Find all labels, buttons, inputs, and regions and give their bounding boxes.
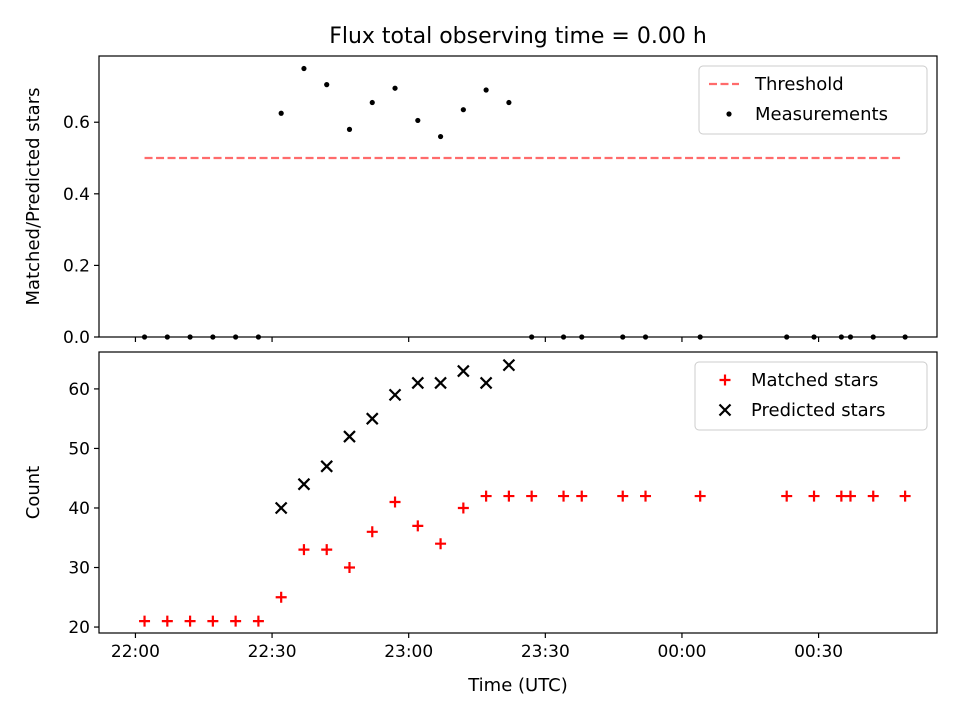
x-tick-label: 00:30 bbox=[794, 642, 843, 662]
data-point bbox=[640, 490, 652, 502]
data-point bbox=[483, 87, 489, 93]
legend-box bbox=[694, 361, 928, 431]
data-point bbox=[415, 117, 421, 124]
data-point bbox=[343, 562, 355, 574]
data-point bbox=[503, 490, 515, 502]
data-point bbox=[139, 615, 151, 627]
data-point bbox=[617, 490, 629, 502]
data-point bbox=[412, 520, 424, 532]
data-point bbox=[321, 544, 333, 556]
legend-swatch bbox=[718, 403, 732, 417]
data-point bbox=[275, 591, 287, 603]
data-point bbox=[324, 82, 330, 88]
data-point bbox=[365, 412, 379, 425]
data-point bbox=[346, 126, 353, 132]
data-point bbox=[252, 615, 264, 627]
data-point bbox=[844, 490, 856, 502]
data-point bbox=[411, 376, 425, 390]
data-point bbox=[576, 490, 588, 502]
data-point bbox=[320, 460, 333, 473]
data-point bbox=[301, 65, 307, 72]
legend-label: Matched stars bbox=[751, 370, 878, 391]
bottom-panel: 22:00 22:30 23:00 23:30 00:00 00:30 20 30 40 50 60… bbox=[23, 351, 938, 662]
data-point bbox=[161, 615, 173, 627]
data-point bbox=[369, 99, 375, 106]
axes-frame bbox=[98, 351, 938, 634]
data-point bbox=[437, 133, 444, 140]
data-point bbox=[899, 490, 911, 502]
data-point bbox=[480, 490, 492, 502]
data-point bbox=[230, 615, 242, 627]
x-tick-label: 22:30 bbox=[248, 642, 297, 662]
legend-swatch bbox=[726, 111, 732, 117]
data-point bbox=[278, 110, 284, 116]
legend-swatch bbox=[719, 374, 731, 386]
data-point bbox=[207, 615, 219, 627]
top-panel: 0.0 0.2 0.4 0.6 Matched/Predicted stars Thres… bbox=[23, 55, 938, 348]
x-tick-label: 23:00 bbox=[384, 642, 433, 662]
x-axis-label: Time (UTC) bbox=[467, 675, 568, 696]
y-axis-label: Count bbox=[23, 466, 44, 519]
figure-title: Flux total observing time = 0.00 h bbox=[329, 24, 707, 49]
y-tick-label: 30 bbox=[68, 559, 90, 579]
x-tick-label: 22:00 bbox=[111, 642, 160, 662]
y-tick-label: 40 bbox=[68, 499, 90, 519]
y-tick-label: 0.0 bbox=[63, 328, 90, 348]
data-point bbox=[479, 376, 493, 390]
legend-box bbox=[698, 65, 928, 135]
y-tick-label: 20 bbox=[68, 618, 90, 638]
data-point bbox=[389, 496, 401, 508]
data-point bbox=[366, 526, 378, 538]
data-point bbox=[184, 615, 196, 627]
data-point bbox=[502, 358, 516, 372]
data-point bbox=[392, 85, 398, 91]
data-point bbox=[781, 490, 793, 502]
data-point bbox=[457, 502, 469, 514]
legend-label: Predicted stars bbox=[751, 400, 885, 421]
y-tick-label: 50 bbox=[68, 439, 90, 459]
data-point bbox=[460, 107, 466, 113]
data-point bbox=[867, 490, 879, 502]
data-point bbox=[274, 501, 288, 515]
y-tick-label: 0.6 bbox=[63, 113, 90, 133]
legend: Matched stars Predicted stars bbox=[694, 361, 928, 431]
legend: Threshold Measurements bbox=[698, 65, 928, 135]
x-tick-label: 00:00 bbox=[657, 642, 706, 662]
y-tick-label: 0.4 bbox=[63, 185, 90, 205]
data-point bbox=[506, 99, 512, 106]
data-point bbox=[343, 430, 356, 443]
y-axis-label: Matched/Predicted stars bbox=[23, 88, 44, 306]
data-point bbox=[808, 490, 820, 502]
data-point bbox=[457, 364, 470, 378]
data-point bbox=[694, 490, 706, 502]
data-point bbox=[558, 490, 570, 502]
data-point bbox=[526, 490, 538, 502]
y-tick-label: 0.2 bbox=[63, 256, 90, 276]
data-point bbox=[297, 477, 311, 491]
data-point bbox=[388, 388, 402, 402]
data-point bbox=[298, 544, 310, 556]
legend-label: Measurements bbox=[755, 104, 888, 125]
data-point bbox=[435, 538, 447, 550]
data-point bbox=[434, 376, 447, 390]
y-tick-label: 60 bbox=[68, 380, 90, 400]
axes-frame bbox=[98, 55, 938, 338]
legend-label: Threshold bbox=[754, 74, 844, 95]
x-tick-label: 23:30 bbox=[521, 642, 570, 662]
